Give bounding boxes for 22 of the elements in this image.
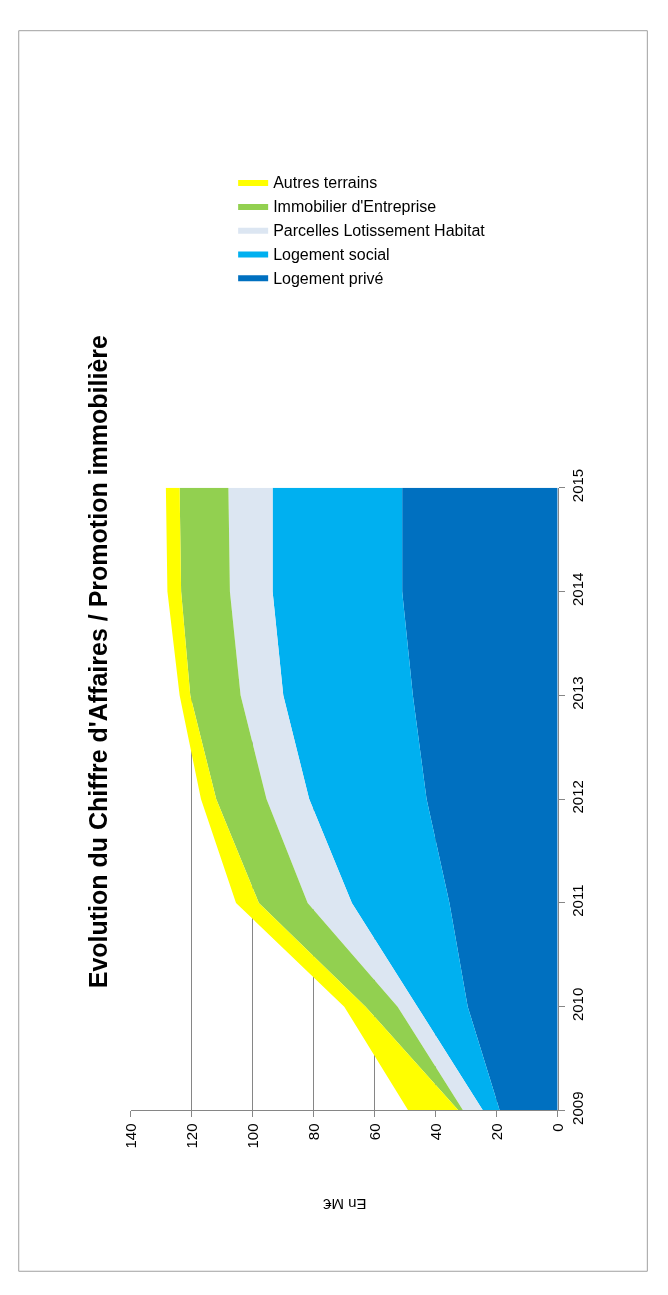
legend-label: Logement privé: [273, 269, 384, 287]
x-tick-label: 20: [487, 1123, 505, 1141]
legend-label: Autres terrains: [273, 174, 378, 192]
text: Evolution du Chiffre d'Affaires / Promotion immobilière: [83, 334, 112, 989]
x-tick-label: 100: [243, 1123, 261, 1149]
y-tick-label: 2013: [568, 676, 586, 710]
x-tick-label: 140: [121, 1123, 139, 1149]
y-tick-label: 2011: [568, 884, 586, 917]
y-tick-label: 2014: [568, 572, 586, 606]
y-tick-label: 2010: [568, 987, 586, 1022]
legend-label: Parcelles Lotissement Habitat: [273, 221, 486, 239]
x-tick-label: 60: [365, 1123, 383, 1141]
y-tick-label: 2009: [568, 1091, 586, 1125]
x-tick-label: 80: [304, 1123, 322, 1141]
x-tick-label: 40: [426, 1123, 444, 1141]
x-tick-label: 120: [182, 1123, 200, 1149]
x-axis-title: En M€: [322, 1196, 367, 1214]
y-tick-label: 2012: [568, 780, 586, 814]
legend-label: Immobilier d'Entreprise: [273, 198, 437, 216]
x-tick-label: 0: [548, 1123, 566, 1132]
y-tick-label: 2015: [568, 468, 586, 503]
legend-label: Logement social: [273, 245, 390, 263]
